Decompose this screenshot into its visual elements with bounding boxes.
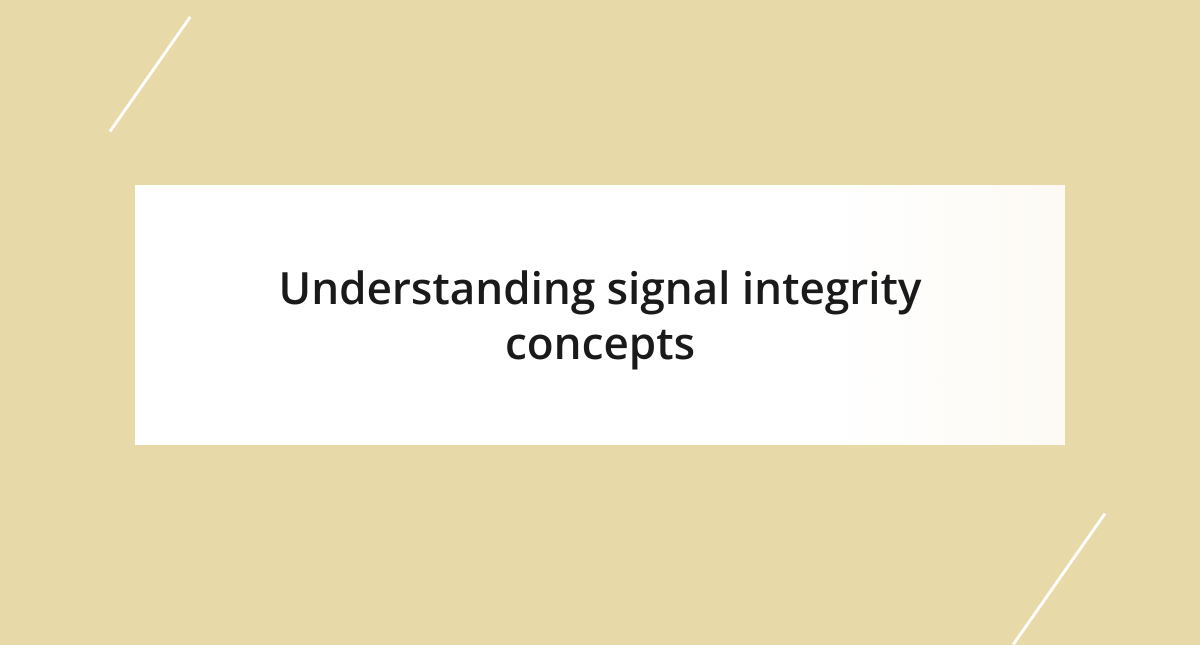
page-title: Understanding signal integrity concepts: [195, 260, 1005, 370]
accent-line-bottom-right: [1012, 513, 1106, 645]
title-card: Understanding signal integrity concepts: [135, 185, 1065, 445]
accent-line-top-left: [109, 16, 192, 132]
